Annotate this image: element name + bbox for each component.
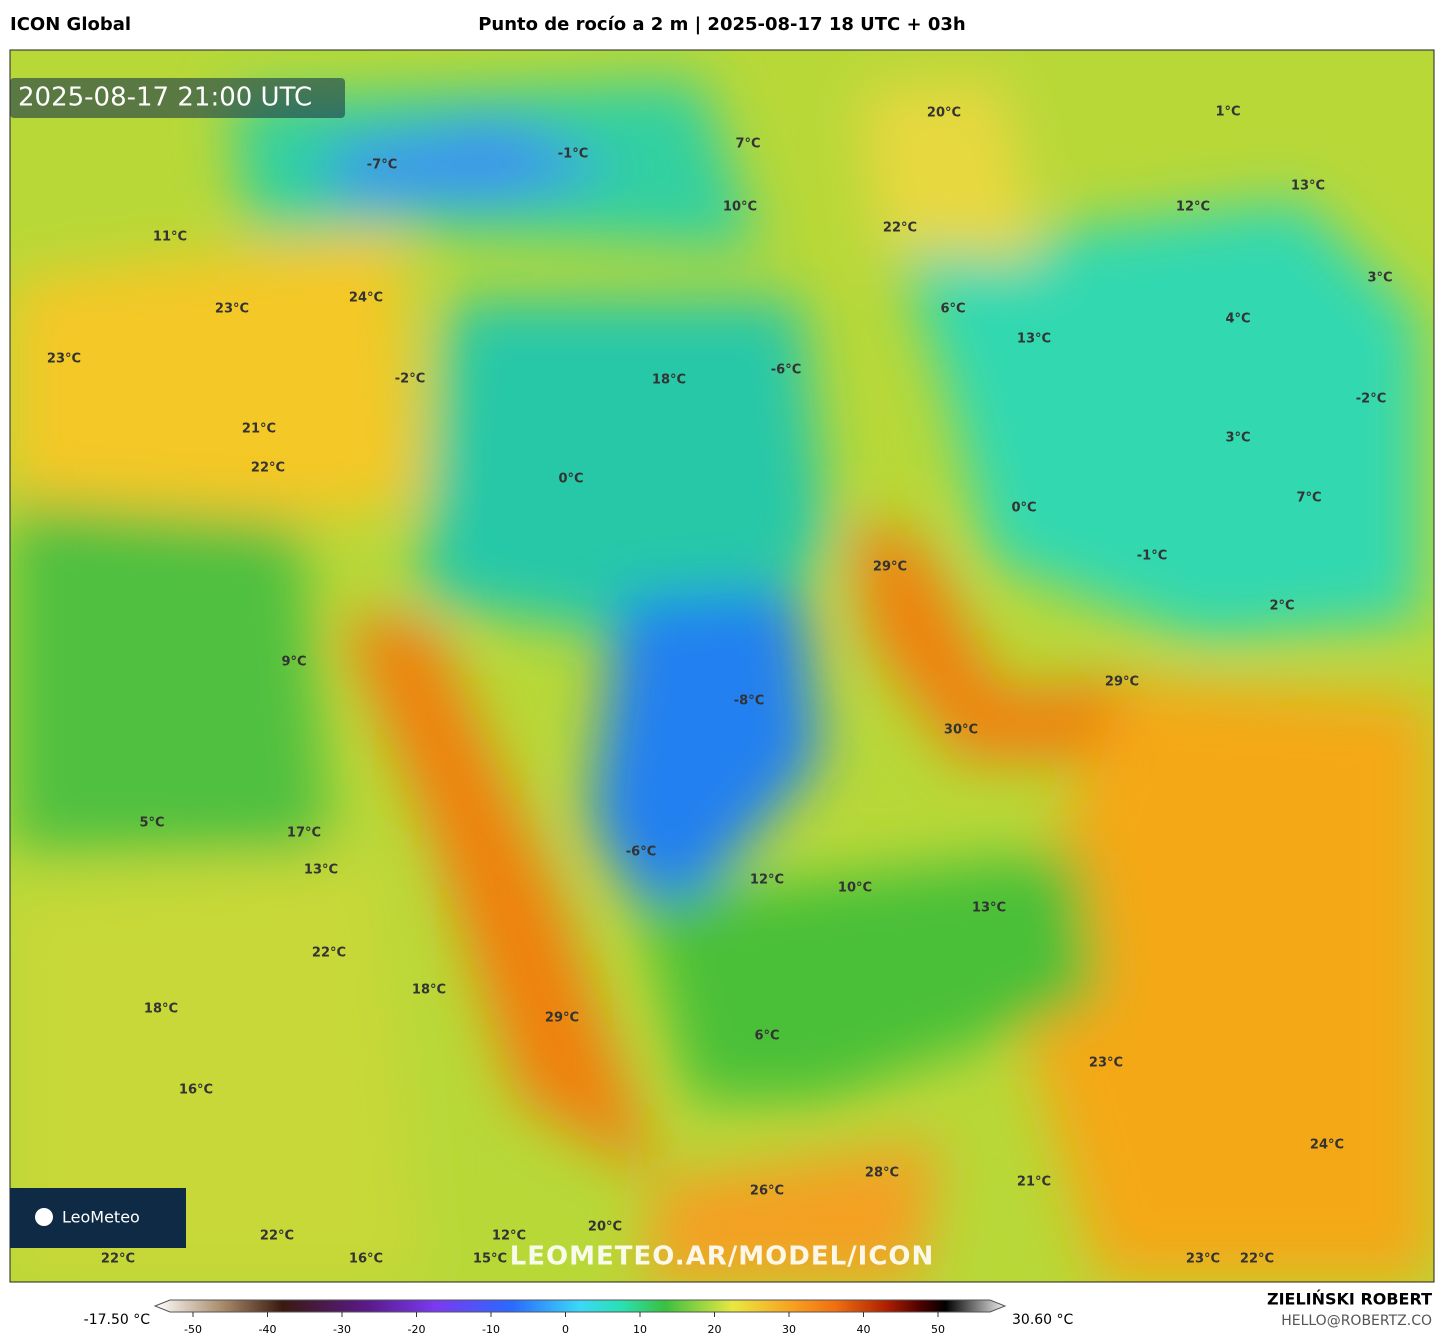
temperature-label: 5°C (139, 816, 164, 831)
colorbar (153, 1299, 1007, 1313)
colorbar-max: 30.60 °C (1012, 1312, 1074, 1328)
temperature-label: 22°C (101, 1252, 135, 1267)
temperature-label: 20°C (927, 106, 961, 121)
colorbar-tick-label: -30 (333, 1323, 351, 1336)
temperature-label: -6°C (771, 363, 801, 378)
temperature-label: 7°C (735, 137, 760, 152)
temperature-label: 15°C (473, 1252, 507, 1267)
temperature-label: 16°C (179, 1083, 213, 1098)
temperature-label: 10°C (723, 200, 757, 215)
map-labels: -7°C -1°C 7°C 20°C 1°C 13°C 10°C 22°C 12°C 11°C 3°… (47, 105, 1393, 1267)
temperature-label: 22°C (260, 1229, 294, 1244)
temperature-label: 20°C (588, 1220, 622, 1235)
colorbar-tick-label: -10 (482, 1323, 500, 1336)
watermark: LEOMETEO.AR/MODEL/ICON (510, 1242, 935, 1272)
temperature-label: 26°C (750, 1184, 784, 1199)
colorbar-tick-label: -40 (259, 1323, 277, 1336)
temperature-label: 13°C (1291, 179, 1325, 194)
colorbar-tick-label: 20 (708, 1323, 722, 1336)
temperature-label: 21°C (242, 422, 276, 437)
timestamp: 2025-08-17 21:00 UTC (18, 83, 312, 113)
map-title: Punto de rocío a 2 m | 2025-08-17 18 UTC… (478, 14, 966, 35)
colorbar-tick-label: -20 (408, 1323, 426, 1336)
temperature-label: -1°C (558, 147, 588, 162)
temperature-label: 29°C (545, 1011, 579, 1026)
temperature-label: -2°C (395, 372, 425, 387)
temperature-label: 22°C (883, 221, 917, 236)
temperature-label: 2°C (1269, 599, 1294, 614)
temperature-label: 23°C (215, 302, 249, 317)
temperature-label: 12°C (492, 1229, 526, 1244)
temperature-label: 1°C (1215, 105, 1240, 120)
temperature-label: 18°C (412, 983, 446, 998)
temperature-label: 0°C (1011, 501, 1036, 516)
temperature-label: 0°C (558, 472, 583, 487)
temperature-label: 12°C (750, 873, 784, 888)
temperature-label: 17°C (287, 826, 321, 841)
colorbar-tick-label: -50 (184, 1323, 202, 1336)
temperature-label: -2°C (1356, 392, 1386, 407)
temperature-label: 3°C (1225, 431, 1250, 446)
temperature-label: 22°C (312, 946, 346, 961)
colorbar-min: -17.50 °C (84, 1312, 151, 1328)
temperature-label: 16°C (349, 1252, 383, 1267)
logo-sun (35, 1208, 53, 1226)
temperature-label: 9°C (281, 655, 306, 670)
temperature-label: 13°C (304, 863, 338, 878)
temperature-label: 12°C (1176, 200, 1210, 215)
temperature-label: 23°C (1089, 1056, 1123, 1071)
temperature-label: 23°C (47, 352, 81, 367)
temperature-label: 23°C (1186, 1252, 1220, 1267)
map-field (10, 50, 1434, 1282)
temperature-label: 3°C (1367, 271, 1392, 286)
temperature-label: 18°C (652, 373, 686, 388)
colorbar-tick-label: 10 (633, 1323, 647, 1336)
temperature-label: 18°C (144, 1002, 178, 1017)
temperature-label: 24°C (1310, 1138, 1344, 1153)
temperature-label: 22°C (1240, 1252, 1274, 1267)
author: ZIELIŃSKI ROBERT (1267, 1290, 1432, 1309)
temperature-label: 13°C (972, 901, 1006, 916)
timestamp-box (10, 78, 345, 118)
temperature-label: -8°C (734, 694, 764, 709)
temperature-label: -7°C (367, 158, 397, 173)
temperature-label: 4°C (1225, 312, 1250, 327)
temperature-label: 24°C (349, 291, 383, 306)
colorbar-tick-label: 30 (782, 1323, 796, 1336)
colorbar-tick-label: 40 (857, 1323, 871, 1336)
temperature-label: 29°C (1105, 675, 1139, 690)
temperature-label: 21°C (1017, 1175, 1051, 1190)
colorbar-tick-label: 0 (562, 1323, 569, 1336)
temperature-label: 6°C (940, 302, 965, 317)
temperature-label: 22°C (251, 461, 285, 476)
logo: LeoMeteo (62, 1208, 140, 1227)
temperature-label: 10°C (838, 881, 872, 896)
map-frame (9, 49, 1435, 1283)
temperature-label: 30°C (944, 723, 978, 738)
colorbar-tick-label: 50 (931, 1323, 945, 1336)
temperature-label: 13°C (1017, 332, 1051, 347)
temperature-label: 29°C (873, 560, 907, 575)
temperature-label: 6°C (754, 1029, 779, 1044)
temperature-label: 28°C (865, 1166, 899, 1181)
temperature-label: -6°C (626, 845, 656, 860)
temperature-label: -1°C (1137, 549, 1167, 564)
email: HELLO@ROBERTZ.CO (1281, 1313, 1432, 1329)
temperature-label: 11°C (153, 230, 187, 245)
temperature-label: 7°C (1296, 491, 1321, 506)
model-name: ICON Global (10, 14, 131, 35)
colorbar-ticks: -50 -40 -30 -20 -10 0 10 20 30 40 50 (184, 1312, 945, 1336)
